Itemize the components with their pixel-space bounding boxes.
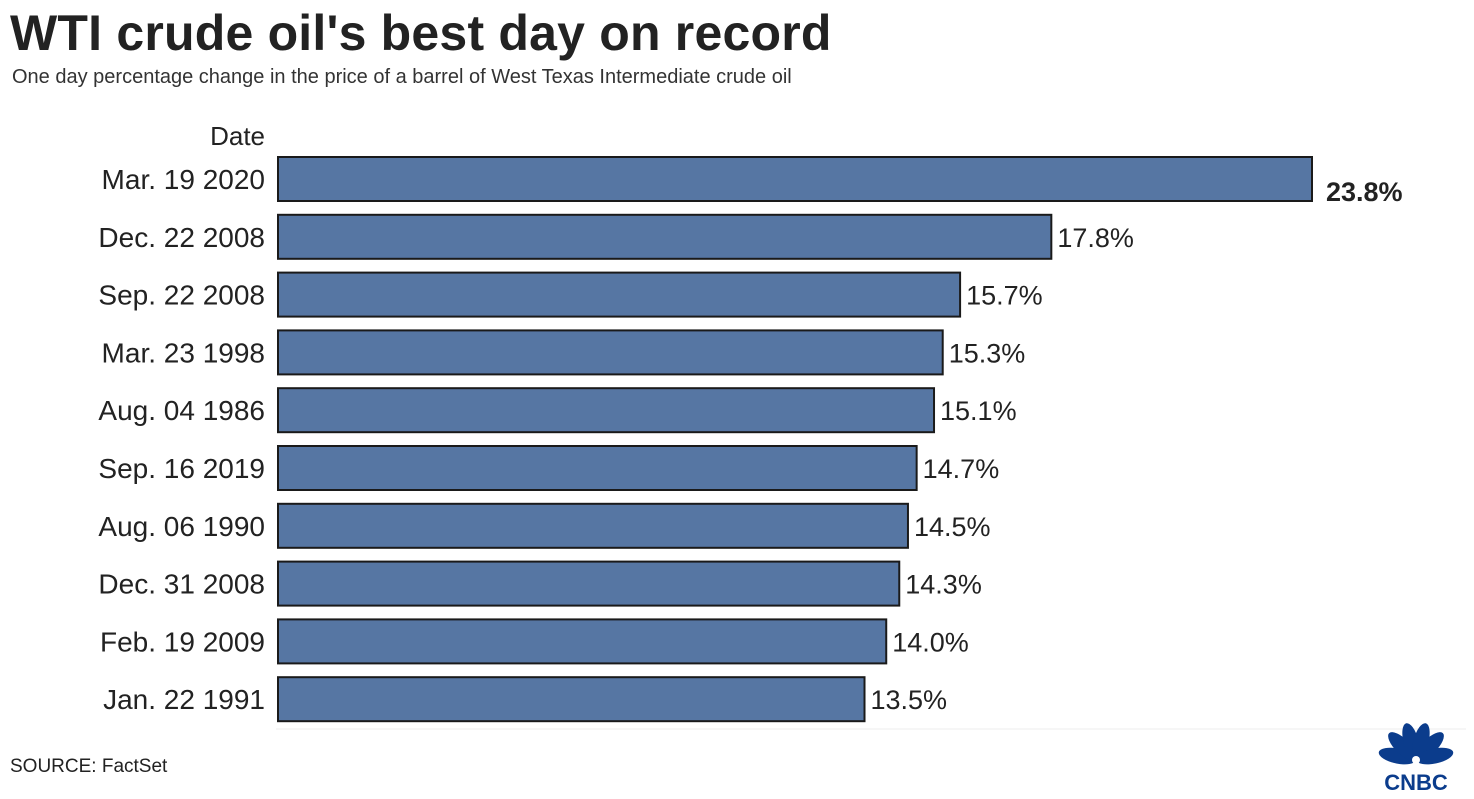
- peacock-body: [1412, 756, 1420, 764]
- value-label: 14.0%: [892, 627, 969, 657]
- value-label: 15.3%: [949, 338, 1026, 368]
- peacock-feather: [1415, 747, 1454, 765]
- value-label: 15.7%: [966, 281, 1043, 311]
- bars-group: [277, 156, 1313, 723]
- value-labels: 23.8% 17.8% 15.7% 15.3% 15.1% 14.7% 14.5% 14.3%…: [871, 177, 1403, 715]
- bar: [277, 213, 1053, 260]
- bar: [277, 156, 1313, 202]
- category-label: Sep. 22 2008: [98, 280, 265, 311]
- category-label: Sep. 16 2019: [98, 453, 265, 484]
- value-label: 14.7%: [923, 454, 1000, 484]
- category-label: Dec. 31 2008: [98, 569, 265, 600]
- bar: [277, 618, 888, 665]
- category-label: Jan. 22 1991: [103, 684, 265, 715]
- bar: [277, 560, 901, 607]
- category-label: Aug. 04 1986: [98, 395, 265, 426]
- source-note: SOURCE: FactSet: [10, 756, 168, 777]
- category-label: Dec. 22 2008: [98, 222, 265, 253]
- value-label: 23.8%: [1326, 177, 1403, 207]
- bar: [277, 271, 962, 318]
- value-label: 15.1%: [940, 396, 1017, 426]
- cnbc-logo-text: CNBC: [1384, 770, 1448, 794]
- value-label: 13.5%: [871, 685, 948, 715]
- nbc-peacock-icon: [1378, 723, 1454, 765]
- category-label: Feb. 19 2009: [100, 626, 265, 657]
- bar: [277, 502, 909, 549]
- category-label: Aug. 06 1990: [98, 511, 265, 542]
- category-axis-label: Date: [210, 121, 265, 151]
- value-label: 14.5%: [914, 512, 991, 542]
- category-label: Mar. 19 2020: [102, 164, 265, 195]
- value-label: 17.8%: [1057, 223, 1134, 253]
- chart-title: WTI crude oil's best day on record: [10, 5, 832, 61]
- chart-subtitle: One day percentage change in the price o…: [12, 66, 792, 88]
- category-labels: Mar. 19 2020 Dec. 22 2008 Sep. 22 2008 Mar.…: [98, 164, 265, 715]
- bar: [277, 676, 866, 723]
- bar: [277, 387, 936, 434]
- category-label: Mar. 23 1998: [102, 337, 265, 368]
- bar: [277, 445, 918, 491]
- cnbc-logo: CNBC: [1378, 723, 1454, 794]
- bar: [277, 329, 944, 376]
- value-label: 14.3%: [905, 570, 982, 600]
